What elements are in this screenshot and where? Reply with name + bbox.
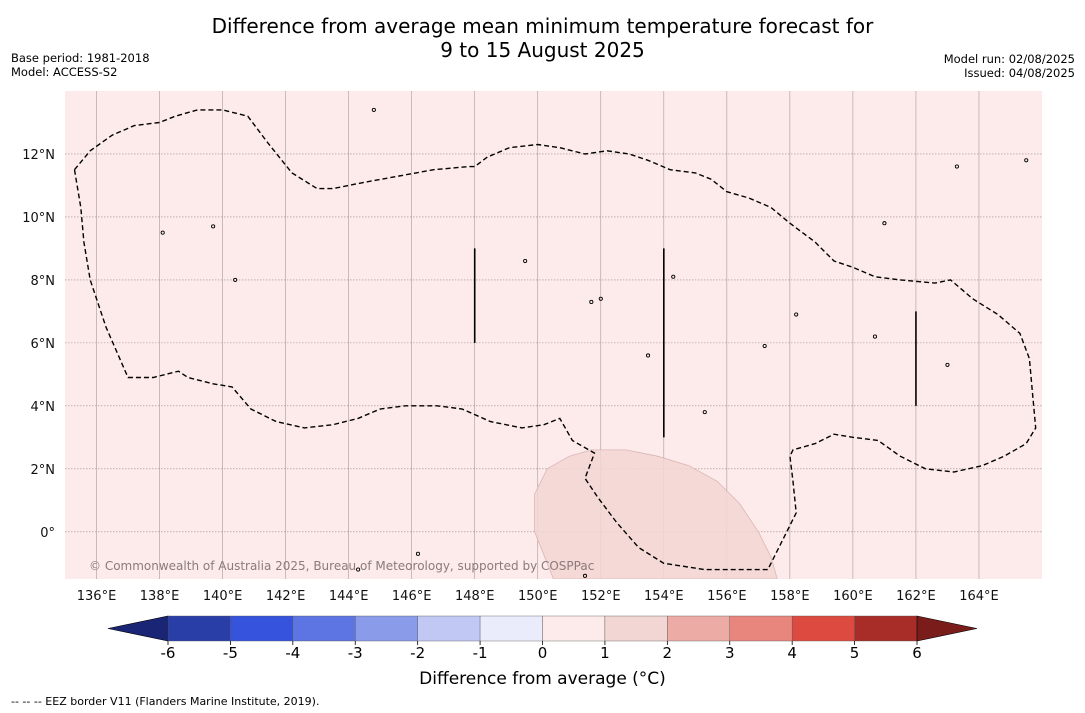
warm-anomaly-region bbox=[534, 449, 778, 579]
lat-tick-label: 2°N bbox=[31, 463, 56, 478]
island-outline bbox=[356, 567, 361, 572]
model-run: Model run: 02/08/2025 bbox=[943, 52, 1075, 66]
title-line-2: 9 to 15 August 2025 bbox=[440, 38, 645, 62]
colorbar-segment bbox=[230, 615, 294, 642]
colorbar-tick-label: 6 bbox=[912, 644, 922, 662]
colorbar-tick-label: 4 bbox=[787, 644, 797, 662]
map-layers bbox=[73, 107, 1037, 579]
colorbar-segment bbox=[791, 615, 855, 642]
island-outline bbox=[794, 312, 799, 317]
info-left: Base period: 1981-2018 Model: ACCESS-S2 bbox=[11, 51, 150, 79]
island-outline bbox=[371, 107, 376, 112]
colorbar-segment bbox=[167, 615, 231, 642]
colorbar-under-triangle bbox=[107, 615, 169, 642]
colorbar-tick-label: 1 bbox=[600, 644, 610, 662]
island-outline bbox=[211, 224, 216, 229]
island-outline bbox=[598, 296, 603, 301]
colorbar-segment bbox=[604, 615, 668, 642]
island-outline bbox=[1024, 158, 1029, 163]
colorbar-tick-label: -5 bbox=[223, 644, 238, 662]
lon-tick-label: 162°E bbox=[896, 589, 936, 604]
copyright-text: © Commonwealth of Australia 2025, Bureau… bbox=[89, 559, 594, 573]
island-outline bbox=[671, 274, 676, 279]
title-line-1: Difference from average mean minimum tem… bbox=[211, 14, 874, 38]
colorbar-tick-label: -3 bbox=[348, 644, 363, 662]
lon-tick-label: 150°E bbox=[518, 589, 558, 604]
island-outline bbox=[645, 353, 651, 358]
colorbar-segment bbox=[355, 615, 418, 642]
island-outline bbox=[233, 277, 238, 282]
lat-tick-label: 4°N bbox=[31, 400, 56, 415]
lon-tick-label: 152°E bbox=[581, 589, 621, 604]
colorbar-tick-label: 0 bbox=[538, 644, 548, 662]
colorbar: -6 -5 -4 -3 -2 -1 0 1 2 3 4 5 6 bbox=[107, 615, 978, 662]
colorbar-segment bbox=[542, 615, 606, 642]
lat-tick-label: 12°N bbox=[22, 148, 55, 163]
island-outline bbox=[762, 343, 767, 349]
island-outline bbox=[882, 221, 887, 226]
lon-tick-label: 156°E bbox=[707, 589, 747, 604]
island-outline bbox=[523, 258, 528, 264]
lon-tick-label: 160°E bbox=[833, 589, 873, 604]
colorbar-segment bbox=[479, 615, 543, 642]
lat-tick-label: 10°N bbox=[22, 211, 55, 226]
colorbar-tick-label: -4 bbox=[285, 644, 300, 662]
info-right: Model run: 02/08/2025 Issued: 04/08/2025 bbox=[944, 52, 1075, 80]
base-period: Base period: 1981-2018 bbox=[11, 51, 150, 65]
lat-tick-label: 6°N bbox=[31, 337, 56, 352]
colorbar-tick-label: -1 bbox=[473, 644, 488, 662]
axis-ticks: 136°E 138°E 140°E 142°E 144°E 146°E 148°E 150°E… bbox=[22, 148, 999, 604]
island-outline bbox=[702, 410, 707, 415]
island-outline bbox=[954, 164, 959, 169]
colorbar-segment bbox=[729, 615, 793, 642]
chart-title: Difference from average mean minimum tem… bbox=[0, 14, 1085, 62]
eez-border bbox=[73, 109, 1037, 571]
island-outline bbox=[415, 551, 421, 556]
colorbar-segment bbox=[292, 615, 356, 642]
island-outline bbox=[582, 573, 588, 578]
lat-tick-label: 8°N bbox=[31, 274, 56, 289]
lon-tick-label: 136°E bbox=[77, 589, 117, 604]
model-name: Model: ACCESS-S2 bbox=[11, 65, 118, 79]
colorbar-tick-label: -2 bbox=[410, 644, 425, 662]
island-outline bbox=[160, 230, 165, 235]
lon-tick-label: 148°E bbox=[455, 589, 495, 604]
lon-tick-label: 158°E bbox=[770, 589, 810, 604]
colorbar-label: Difference from average (°C) bbox=[419, 669, 666, 689]
colorbar-segment bbox=[417, 615, 481, 642]
island-outline bbox=[872, 334, 878, 339]
colorbar-tick-label: 2 bbox=[663, 644, 673, 662]
island-outline bbox=[945, 362, 950, 367]
colorbar-segment bbox=[854, 615, 918, 642]
island-outline bbox=[589, 299, 594, 304]
colorbar-over-triangle bbox=[916, 615, 978, 642]
lon-tick-label: 138°E bbox=[140, 589, 180, 604]
colorbar-segment bbox=[667, 615, 730, 642]
lon-tick-label: 164°E bbox=[959, 589, 999, 604]
eez-footnote: -- -- -- EEZ border V11 (Flanders Marine… bbox=[11, 695, 320, 708]
colorbar-tick-label: 5 bbox=[850, 644, 860, 662]
lon-tick-label: 142°E bbox=[266, 589, 306, 604]
lon-tick-label: 140°E bbox=[203, 589, 243, 604]
colorbar-tick-label: -6 bbox=[161, 644, 176, 662]
lon-tick-label: 144°E bbox=[329, 589, 369, 604]
lat-tick-label: 0° bbox=[40, 526, 55, 541]
lon-tick-label: 154°E bbox=[644, 589, 684, 604]
colorbar-tick-label: 3 bbox=[725, 644, 735, 662]
lon-tick-label: 146°E bbox=[392, 589, 432, 604]
issued-date: Issued: 04/08/2025 bbox=[964, 66, 1075, 80]
